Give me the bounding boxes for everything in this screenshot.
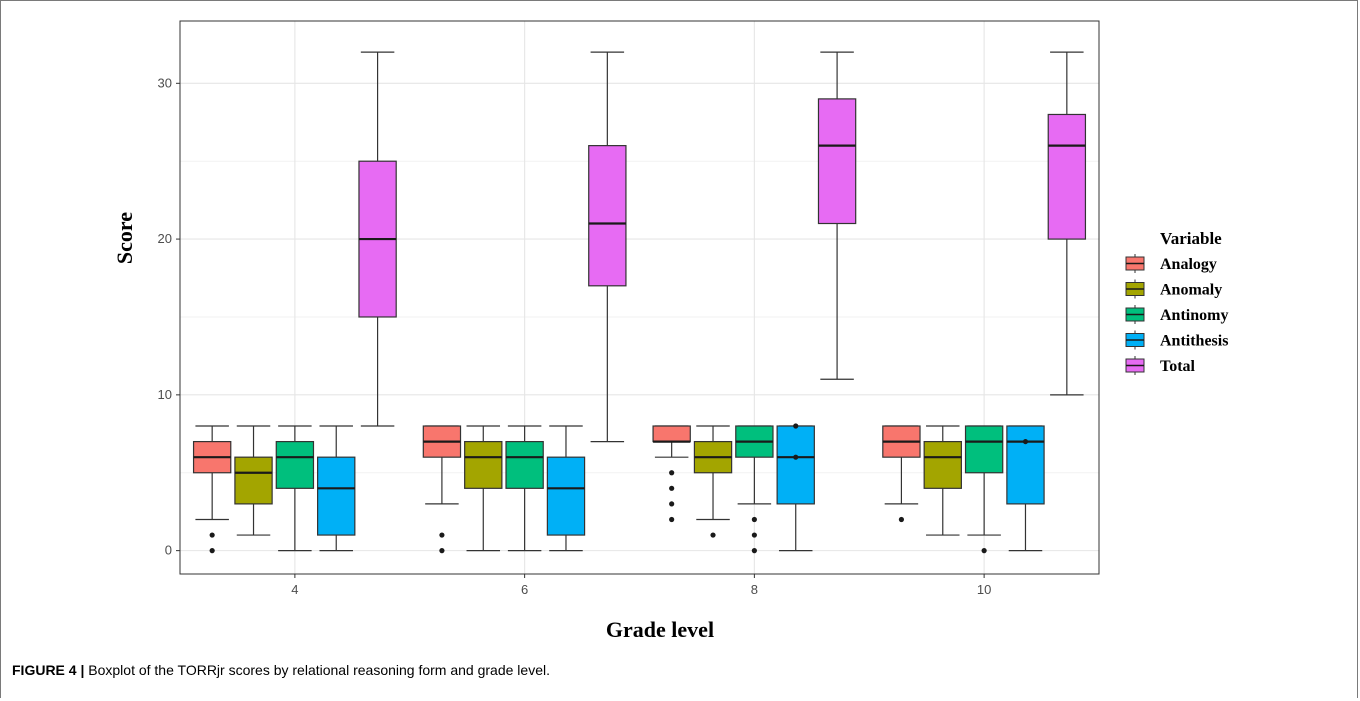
outlier-point	[751, 516, 757, 523]
x-axis-title: Grade level	[606, 617, 714, 642]
box-anomaly-grade-8	[693, 425, 733, 538]
outlier-point	[669, 485, 675, 491]
y-tick-label: 0	[165, 543, 172, 558]
box-iqr	[1047, 113, 1087, 240]
box-iqr	[464, 440, 503, 489]
legend-key-total: Total	[1125, 356, 1196, 375]
x-tick-label: 6	[521, 582, 528, 597]
outlier-point	[439, 548, 445, 554]
figure-caption: FIGURE 4 | Boxplot of the TORRjr scores …	[12, 662, 550, 678]
box-iqr	[817, 98, 857, 225]
outlier-point	[793, 423, 799, 429]
y-tick-label: 20	[158, 231, 172, 246]
box-antinomy-grade-8	[735, 425, 774, 554]
box-iqr	[1006, 425, 1045, 505]
x-tick-label: 8	[751, 582, 758, 597]
x-tick-label: 4	[291, 582, 298, 597]
box-antithesis-grade-4	[317, 425, 356, 552]
y-tick-label: 30	[158, 75, 172, 90]
box-antithesis-grade-10	[1006, 425, 1045, 552]
box-iqr	[652, 425, 691, 443]
box-anomaly-grade-10	[923, 425, 962, 536]
box-analogy-grade-10	[882, 425, 921, 523]
legend-label-antithesis: Antithesis	[1160, 333, 1228, 350]
outlier-point	[751, 532, 757, 538]
box-antithesis-grade-8	[776, 423, 815, 552]
box-analogy-grade-4	[192, 425, 232, 554]
box-total-grade-8	[817, 51, 857, 380]
box-iqr	[588, 145, 627, 287]
legend: Variable Analogy Anomaly Antinomy Antithesi…	[1125, 229, 1228, 375]
outlier-point	[669, 470, 675, 476]
legend-key-antithesis: Antithesis	[1125, 330, 1228, 350]
x-axis: 4 6 8 10	[291, 574, 991, 597]
box-iqr	[776, 425, 815, 505]
box-antithesis-grade-6	[546, 425, 586, 552]
legend-key-analogy: Analogy	[1125, 254, 1217, 273]
box-iqr	[275, 440, 315, 489]
outlier-point	[209, 532, 215, 538]
boxplot-chart: 0 10 20 30 4 6 8 10 Grade level Score Variable…	[112, 20, 1228, 642]
outlier-point	[981, 548, 987, 554]
box-iqr	[923, 440, 962, 489]
legend-label-analogy: Analogy	[1160, 256, 1217, 273]
box-groups	[192, 51, 1087, 554]
box-iqr	[964, 425, 1004, 474]
caption-text: Boxplot of the TORRjr scores by relation…	[88, 662, 550, 678]
box-iqr	[505, 440, 544, 489]
box-anomaly-grade-6	[464, 425, 503, 552]
legend-key-anomaly: Anomaly	[1125, 279, 1222, 299]
outlier-point	[439, 532, 445, 538]
outlier-point	[1022, 438, 1029, 445]
box-total-grade-4	[358, 51, 397, 427]
outlier-point	[669, 516, 675, 523]
box-antinomy-grade-6	[505, 425, 544, 552]
y-axis: 0 10 20 30	[158, 75, 180, 558]
x-tick-label: 10	[977, 582, 991, 597]
outlier-point	[209, 548, 215, 554]
caption-label: FIGURE 4 |	[12, 662, 85, 678]
box-analogy-grade-6	[422, 425, 462, 554]
plot-panel-border	[179, 20, 1100, 575]
legend-label-anomaly: Anomaly	[1160, 282, 1222, 299]
box-total-grade-6	[588, 51, 627, 443]
box-total-grade-10	[1047, 51, 1087, 396]
box-iqr	[234, 456, 273, 505]
outlier-point	[793, 454, 799, 460]
box-anomaly-grade-4	[234, 425, 273, 536]
y-tick-label: 10	[158, 387, 172, 402]
legend-label-antinomy: Antinomy	[1160, 307, 1228, 324]
legend-label-total: Total	[1160, 358, 1196, 375]
legend-title: Variable	[1160, 229, 1222, 248]
box-analogy-grade-8	[652, 425, 691, 523]
y-axis-title: Score	[112, 212, 137, 264]
outlier-point	[751, 548, 757, 554]
outlier-point	[898, 516, 905, 523]
box-antinomy-grade-4	[275, 425, 315, 552]
box-iqr	[317, 456, 356, 536]
legend-key-antinomy: Antinomy	[1125, 305, 1228, 324]
outlier-point	[669, 501, 675, 507]
outlier-point	[710, 532, 716, 538]
box-iqr	[546, 456, 586, 536]
box-antinomy-grade-10	[964, 425, 1004, 554]
